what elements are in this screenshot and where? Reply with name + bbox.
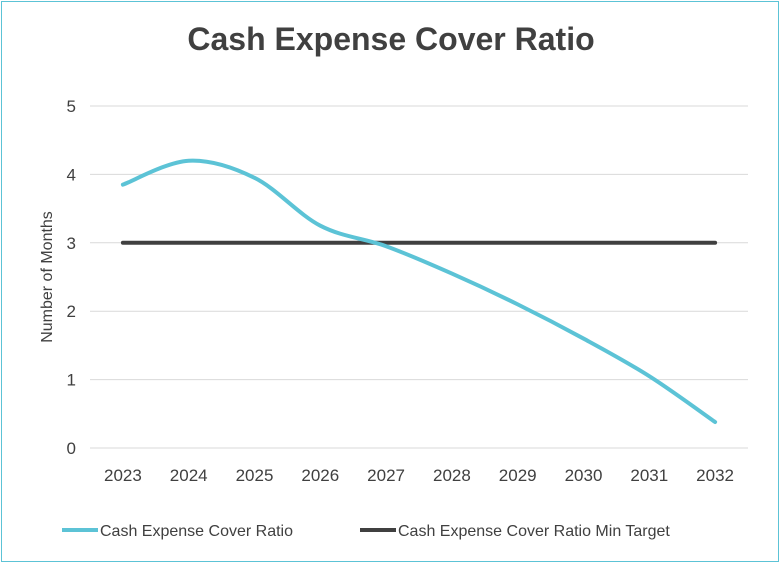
- y-tick-label: 1: [67, 371, 76, 390]
- x-tick-label: 2029: [499, 466, 537, 485]
- legend: Cash Expense Cover Ratio Cash Expense Cov…: [62, 523, 670, 540]
- x-tick-label: 2026: [301, 466, 339, 485]
- y-tick-labels: 0 1 2 3 4 5: [67, 97, 76, 458]
- x-tick-labels: 2023 2024 2025 2026 2027 2028 2029 2030 2031 2032: [104, 466, 734, 485]
- y-tick-label: 2: [67, 302, 76, 321]
- x-tick-label: 2023: [104, 466, 142, 485]
- gridlines: [90, 105, 748, 449]
- y-tick-label: 0: [67, 439, 76, 458]
- y-axis-label: Number of Months: [39, 211, 56, 343]
- y-tick-label: 5: [67, 97, 76, 116]
- y-tick-label: 4: [67, 165, 76, 184]
- x-tick-label: 2025: [236, 466, 274, 485]
- x-tick-label: 2028: [433, 466, 471, 485]
- series-line-0: [120, 158, 718, 425]
- x-tick-label: 2024: [170, 466, 208, 485]
- legend-label: Cash Expense Cover Ratio: [100, 523, 293, 540]
- y-tick-label: 3: [67, 234, 76, 253]
- x-tick-label: 2032: [696, 466, 734, 485]
- chart-title: Cash Expense Cover Ratio: [187, 21, 594, 57]
- legend-label: Cash Expense Cover Ratio Min Target: [398, 523, 670, 540]
- series-lines: [120, 158, 718, 425]
- x-tick-label: 2031: [630, 466, 668, 485]
- x-tick-label: 2030: [565, 466, 603, 485]
- x-tick-label: 2027: [367, 466, 405, 485]
